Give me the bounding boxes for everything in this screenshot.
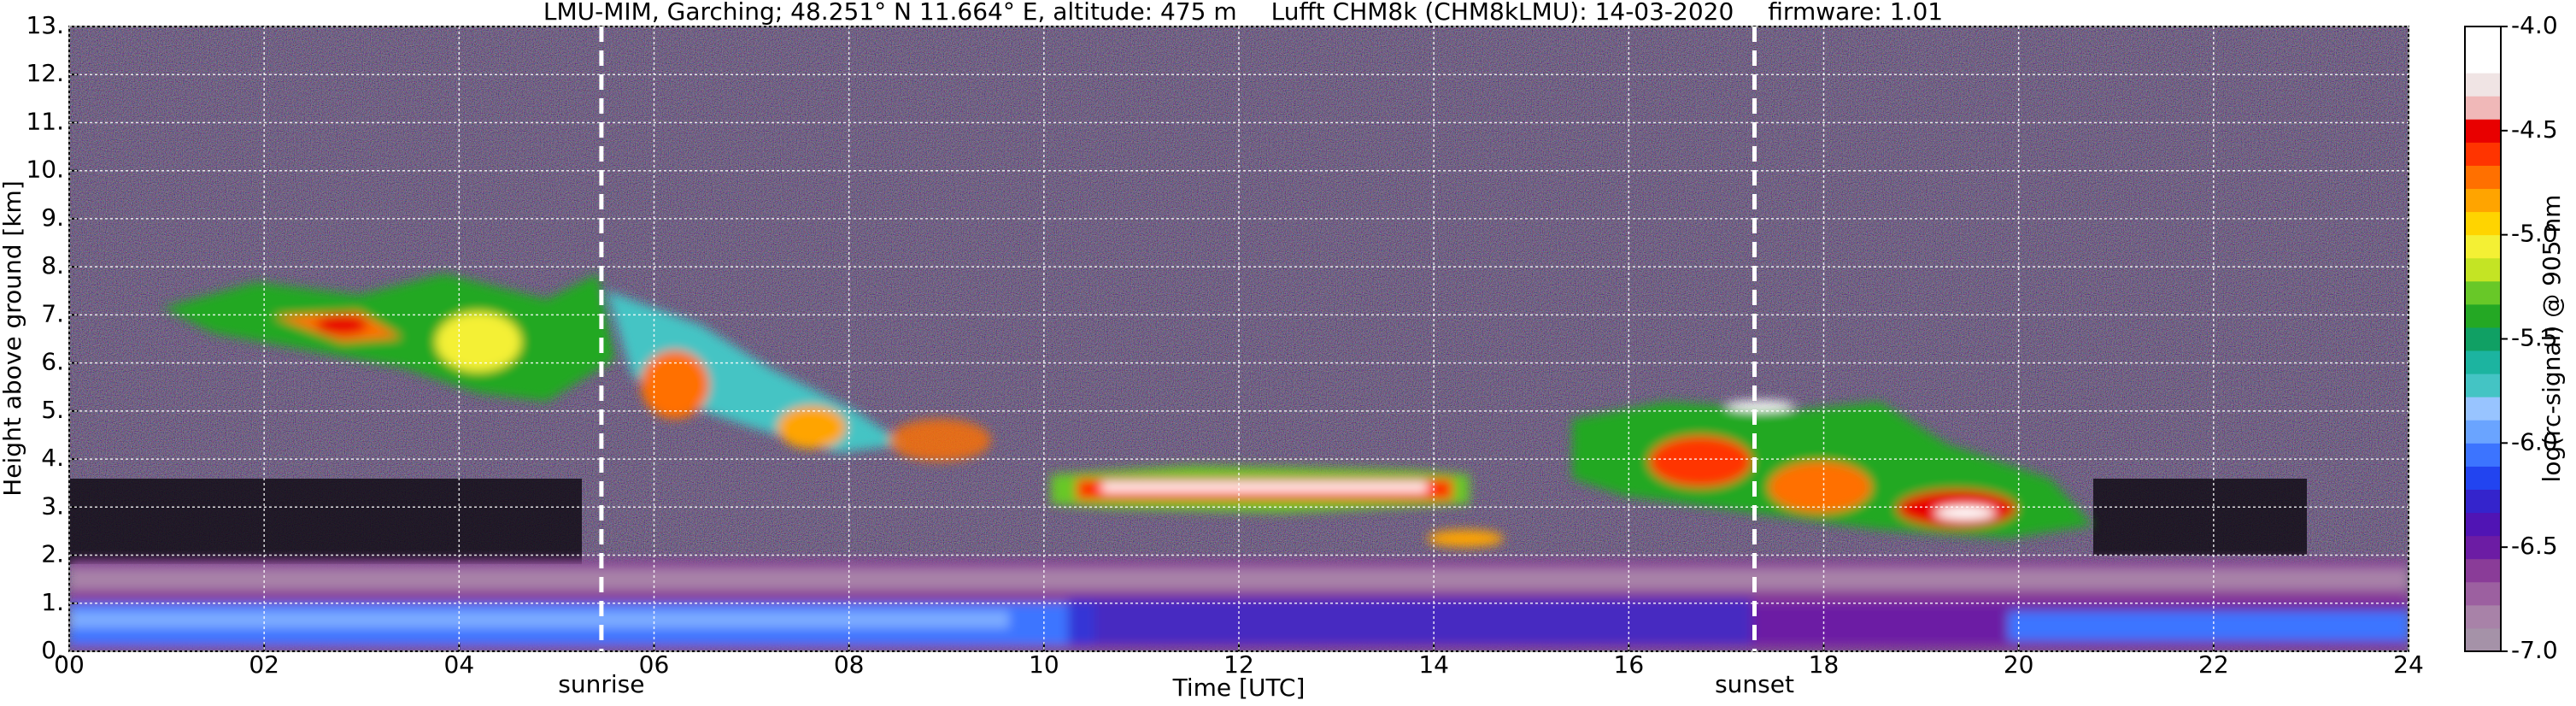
x-tick-label: 18	[1809, 650, 1840, 679]
y-tick-label: 10.	[26, 156, 64, 184]
title-part: LMU-MIM, Garching; 48.251° N 11.664° E, …	[543, 0, 1237, 26]
x-tick-label: 10	[1029, 650, 1059, 679]
clear-air	[2093, 479, 2307, 556]
clear-air	[69, 479, 582, 564]
colorbar-swatch	[2465, 397, 2501, 421]
colorbar-swatch	[2465, 119, 2501, 143]
annotation-label: sunrise	[558, 670, 644, 698]
colorbar-swatch	[2465, 512, 2501, 537]
cloud	[1935, 506, 1995, 520]
colorbar-swatch	[2465, 165, 2501, 190]
colorbar-swatch	[2465, 558, 2501, 583]
annotation-label: sunset	[1715, 670, 1794, 698]
colorbar-swatch	[2465, 374, 2501, 397]
y-tick-label: 6.	[41, 348, 64, 376]
cloud	[436, 312, 521, 372]
colorbar-swatch	[2465, 50, 2501, 74]
colorbar-swatch	[2465, 466, 2501, 490]
title-part: Lufft CHM8k (CHM8kLMU): 14-03-2020	[1271, 0, 1734, 26]
chart-title: LMU-MIM, Garching; 48.251° N 11.664° E, …	[543, 0, 1943, 26]
x-tick-label: 12	[1223, 650, 1254, 679]
x-tick-label: 14	[1418, 650, 1449, 679]
cloud	[1769, 462, 1871, 513]
colorbar-swatch	[2465, 211, 2501, 236]
cloud	[1427, 530, 1504, 547]
y-tick-label: 13.	[26, 11, 64, 39]
x-tick-label: 04	[444, 650, 475, 679]
x-tick-label: 20	[2004, 650, 2034, 679]
cloud	[889, 419, 991, 462]
y-tick-label: 3.	[41, 491, 64, 520]
x-tick-label: 06	[639, 650, 670, 679]
layer	[2008, 611, 2409, 641]
x-tick-label: 16	[1614, 650, 1645, 679]
colorbar-swatch	[2465, 627, 2501, 652]
colorbar-swatch	[2465, 188, 2501, 213]
y-tick-label: 4.	[41, 444, 64, 472]
cloud	[316, 315, 367, 335]
colorbar-swatch	[2465, 443, 2501, 467]
colorbar-swatch	[2465, 327, 2501, 351]
colorbar-tick-label: -6.0	[2511, 427, 2558, 456]
colorbar-swatch	[2465, 581, 2501, 606]
y-tick-label: 1.	[41, 588, 64, 616]
colorbar-swatch	[2465, 535, 2501, 560]
colorbar-swatch	[2465, 420, 2501, 444]
y-tick-label: 0.	[41, 636, 64, 664]
colorbar-swatch	[2465, 489, 2501, 514]
colorbar-tick-label: -4.0	[2511, 11, 2558, 39]
colorbar-swatch	[2465, 350, 2501, 374]
colorbar-swatch	[2465, 73, 2501, 97]
x-axis-label: Time [UTC]	[1172, 674, 1306, 702]
x-tick-label: 00	[54, 650, 85, 679]
y-tick-label: 7.	[41, 299, 64, 327]
colorbar-label: log(rc-signal) @ 905 nm	[2538, 195, 2566, 483]
y-tick-label: 2.	[41, 540, 64, 568]
cloud	[1726, 401, 1794, 411]
colorbar-swatch	[2465, 280, 2501, 305]
colorbar-swatch	[2465, 26, 2501, 50]
y-axis-label: Height above ground [km]	[0, 180, 26, 497]
colorbar-swatch	[2465, 234, 2501, 259]
colorbar-swatch	[2465, 257, 2501, 282]
y-tick-label: 9.	[41, 203, 64, 232]
colorbar-swatch	[2465, 142, 2501, 166]
x-tick-label: 08	[834, 650, 865, 679]
y-tick-label: 12.	[26, 59, 64, 87]
y-tick-label: 5.	[41, 396, 64, 424]
colorbar-tick-label: -5.5	[2511, 324, 2558, 352]
cloud	[1102, 483, 1427, 491]
x-tick-label: 22	[2198, 650, 2229, 679]
colorbar-tick-label: -6.5	[2511, 532, 2558, 560]
clouds	[162, 274, 2093, 547]
layer	[69, 611, 1009, 628]
colorbar-tick-label: -4.5	[2511, 115, 2558, 144]
x-tick-label: 02	[249, 650, 279, 679]
colorbar-swatch	[2465, 303, 2501, 328]
cloud	[777, 406, 846, 449]
layer	[1068, 598, 1752, 645]
title-part: firmware: 1.01	[1768, 0, 1943, 26]
y-tick-label: 11.	[26, 107, 64, 135]
y-tick-label: 8.	[41, 251, 64, 279]
colorbar-swatch	[2465, 604, 2501, 629]
x-tick-label: 24	[2393, 650, 2424, 679]
colorbar-tick-label: -5.0	[2511, 220, 2558, 248]
cloud	[1649, 436, 1752, 487]
colorbar-tick-label: -7.0	[2511, 636, 2558, 664]
colorbar-swatch	[2465, 96, 2501, 120]
cloud	[641, 350, 709, 419]
boundary-layer	[69, 560, 2409, 651]
